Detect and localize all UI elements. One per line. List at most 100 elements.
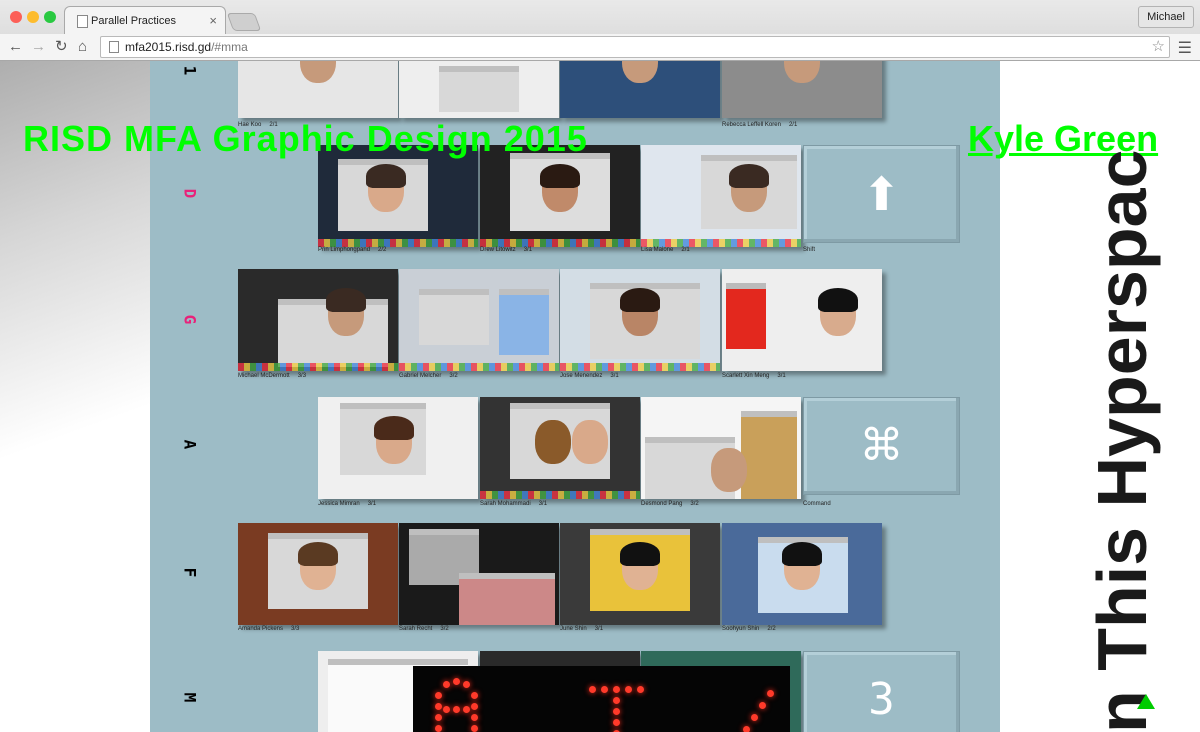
key-caption: Shift: [803, 247, 816, 253]
participant-caption: Sarah Mohammadi 3/1: [480, 501, 548, 507]
video-call-screenshot[interactable]: [399, 269, 559, 371]
page-viewport: 1 D G A F M Hae Koo 2/1 Rebecca Leffell K…: [0, 61, 1200, 732]
video-call-screenshot[interactable]: [399, 523, 559, 625]
reload-icon[interactable]: ↻: [55, 38, 68, 55]
key-caption: Command: [803, 501, 831, 507]
participant-caption: June Shin 3/1: [560, 626, 604, 632]
led-dot: [613, 708, 620, 715]
led-dot: [471, 692, 478, 699]
led-dot: [463, 706, 470, 713]
led-dot: [463, 681, 470, 688]
minimize-window-button[interactable]: [27, 11, 39, 23]
led-dot: [453, 706, 460, 713]
video-call-screenshot[interactable]: [641, 397, 801, 499]
url-text[interactable]: mfa2015.risd.gd/#mma: [125, 40, 248, 54]
led-dot: [471, 725, 478, 732]
tab-close-icon[interactable]: ×: [209, 13, 217, 28]
row-letter: D: [180, 188, 200, 199]
tab-strip: Parallel Practices × Michael: [0, 0, 1200, 35]
participant-caption: Drew Litowitz 3/1: [480, 247, 533, 253]
url-path: /#mma: [211, 40, 248, 54]
led-dot: [637, 686, 644, 693]
video-call-screenshot[interactable]: [560, 269, 720, 371]
led-dot: [625, 686, 632, 693]
participant-caption: Soohyun Shin 2/2: [722, 626, 776, 632]
led-display: [413, 666, 790, 732]
tab-parallel-practices[interactable]: Parallel Practices ×: [64, 6, 226, 35]
page-info-icon[interactable]: [109, 41, 119, 53]
navigation-bar: ← → ↻ ⌂ mfa2015.risd.gd/#mma ☆ ☰: [0, 34, 1200, 60]
video-call-screenshot[interactable]: [722, 269, 882, 371]
led-dot: [453, 678, 460, 685]
participant-caption: Hae Koo 2/1: [238, 122, 278, 128]
back-arrow-icon[interactable]: ←: [8, 38, 23, 55]
row-letter: M: [180, 692, 200, 703]
video-call-screenshot[interactable]: [480, 397, 640, 499]
video-call-screenshot[interactable]: [480, 145, 640, 247]
participant-caption: Jose Menendez 3/1: [560, 373, 619, 379]
url-host: mfa2015.risd.gd: [125, 40, 212, 54]
forward-arrow-icon[interactable]: →: [31, 38, 46, 55]
led-dot: [435, 692, 442, 699]
led-dot: [613, 719, 620, 726]
participant-caption: Lisa Maione 2/1: [641, 247, 690, 253]
page-icon: [77, 15, 88, 28]
row-letter: 1: [180, 65, 200, 76]
led-dot: [613, 730, 620, 732]
command-key[interactable]: ⌘: [803, 397, 960, 495]
led-dot: [767, 690, 774, 697]
row-letter: A: [180, 439, 200, 450]
led-dot: [471, 703, 478, 710]
author-link[interactable]: Kyle Green: [968, 118, 1159, 159]
led-dot: [471, 714, 478, 721]
participant-caption: Sarah Recht 3/2: [399, 626, 449, 632]
home-icon[interactable]: ⌂: [78, 38, 88, 55]
key-symbol: 3: [868, 674, 895, 725]
led-dot: [435, 703, 442, 710]
video-call-screenshot[interactable]: [318, 145, 478, 247]
led-dot: [613, 686, 620, 693]
led-dot: [601, 686, 608, 693]
participant-caption: Scarlett Xin Meng 3/1: [722, 373, 786, 379]
address-bar[interactable]: mfa2015.risd.gd/#mma ☆: [100, 36, 1170, 58]
participant-caption: Rebecca Leffell Koren 2/1: [722, 122, 798, 128]
vertical-project-title: n This Hyperspac: [1083, 149, 1161, 732]
video-call-screenshot[interactable]: [641, 145, 801, 247]
led-dot: [743, 726, 750, 732]
site-heading[interactable]: RISD MFA Graphic Design 2015: [23, 118, 588, 159]
menu-icon[interactable]: ☰: [1177, 40, 1192, 57]
participant-caption: Prin Limphongpand 2/2: [318, 247, 387, 253]
tab-title: Parallel Practices: [91, 15, 176, 27]
shift-arrow-icon: ⬆: [862, 168, 901, 220]
led-dot: [751, 714, 758, 721]
row-letter: G: [180, 314, 200, 325]
participant-caption: Gabriel Melcher 3/2: [399, 373, 458, 379]
participant-caption: Jessica Mimran 3/1: [318, 501, 377, 507]
led-dot: [589, 686, 596, 693]
video-call-screenshot[interactable]: [560, 523, 720, 625]
video-call-screenshot[interactable]: [238, 523, 398, 625]
led-dot: [613, 697, 620, 704]
video-call-screenshot[interactable]: [560, 61, 720, 118]
video-call-screenshot[interactable]: [318, 397, 478, 499]
led-dot: [759, 702, 766, 709]
participant-caption: Michael McDermott 3/3: [238, 373, 307, 379]
triangle-up-icon[interactable]: [1137, 694, 1155, 709]
video-call-screenshot[interactable]: [399, 61, 559, 118]
video-call-screenshot[interactable]: [722, 61, 882, 118]
profile-button[interactable]: Michael: [1138, 6, 1194, 28]
led-dot: [443, 706, 450, 713]
bookmark-star-icon[interactable]: ☆: [1151, 38, 1165, 55]
number-3-key[interactable]: 3: [803, 651, 960, 732]
video-call-screenshot[interactable]: [722, 523, 882, 625]
led-dot: [435, 714, 442, 721]
video-call-screenshot[interactable]: [238, 61, 398, 118]
shift-key[interactable]: ⬆: [803, 145, 960, 243]
close-window-button[interactable]: [10, 11, 22, 23]
zoom-window-button[interactable]: [44, 11, 56, 23]
video-call-screenshot[interactable]: [238, 269, 398, 371]
led-dot: [435, 725, 442, 732]
row-letter: F: [180, 567, 200, 578]
new-tab-button[interactable]: [226, 13, 262, 31]
left-shade: [0, 61, 150, 732]
